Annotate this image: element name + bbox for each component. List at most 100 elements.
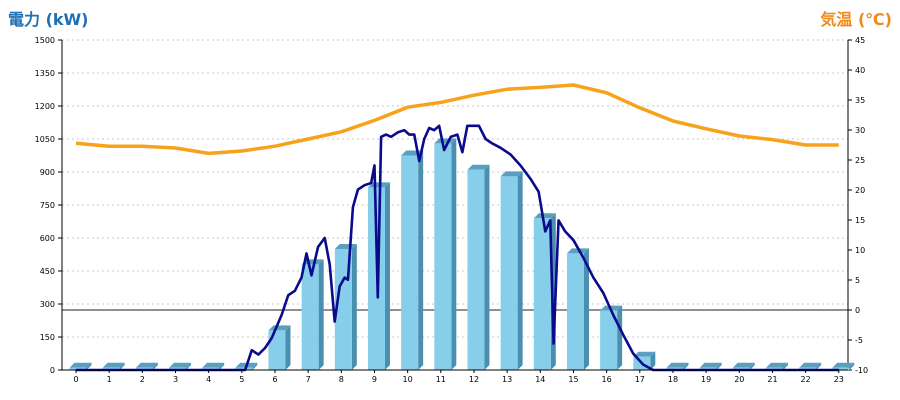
x-tick-label: 22: [801, 375, 811, 384]
left-tick-label: 900: [40, 168, 55, 177]
left-tick-label: 600: [40, 234, 55, 243]
right-tick-label: 10: [855, 246, 865, 255]
bar-side: [749, 362, 755, 370]
bar-side: [451, 138, 457, 370]
bar-top: [699, 362, 722, 368]
bar-side: [683, 362, 689, 370]
bar-top: [732, 362, 755, 368]
right-tick-label: 25: [855, 156, 865, 165]
right-tick-label: 30: [855, 126, 865, 135]
bar-top: [500, 171, 523, 177]
x-tick-label: 20: [734, 375, 744, 384]
left-tick-label: 1050: [35, 135, 55, 144]
bar: [301, 264, 319, 370]
bar-top: [202, 362, 225, 368]
x-tick-label: 11: [436, 375, 446, 384]
bar-top: [467, 164, 490, 170]
bar-top: [832, 362, 855, 368]
bar-top: [268, 325, 291, 331]
x-tick-label: 12: [469, 375, 479, 384]
bar-side: [119, 362, 125, 370]
bar: [401, 155, 419, 370]
x-tick-label: 10: [403, 375, 413, 384]
x-tick-label: 19: [701, 375, 711, 384]
bar: [500, 176, 518, 370]
x-tick-label: 3: [173, 375, 178, 384]
right-axis-title: 気温 (℃): [820, 10, 892, 29]
x-tick-label: 15: [568, 375, 578, 384]
bar-side: [418, 150, 424, 370]
bar-side: [716, 362, 722, 370]
x-tick-label: 2: [140, 375, 145, 384]
left-tick-label: 1500: [35, 36, 55, 45]
bar-side: [484, 164, 490, 370]
left-tick-label: 450: [40, 267, 55, 276]
bar: [434, 143, 452, 370]
right-tick-label: 15: [855, 216, 865, 225]
bar-side: [650, 351, 656, 370]
x-tick-label: 16: [602, 375, 612, 384]
left-tick-label: 150: [40, 333, 55, 342]
left-tick-label: 300: [40, 300, 55, 309]
bar: [566, 253, 584, 370]
x-tick-label: 0: [73, 375, 78, 384]
x-tick-label: 18: [668, 375, 678, 384]
right-tick-label: -5: [855, 336, 863, 345]
x-tick-label: 1: [107, 375, 112, 384]
bar: [268, 330, 286, 370]
left-tick-label: 0: [50, 366, 55, 375]
bar-top: [69, 362, 92, 368]
bar-side: [185, 362, 191, 370]
bar-side: [219, 362, 225, 370]
bar: [832, 367, 850, 370]
bar-top: [799, 362, 822, 368]
bar-side: [86, 362, 92, 370]
bar: [467, 169, 485, 370]
x-tick-label: 9: [372, 375, 377, 384]
right-tick-label: 40: [855, 66, 865, 75]
bar-side: [583, 248, 589, 370]
bar-side: [816, 362, 822, 370]
bar-top: [765, 362, 788, 368]
bar: [600, 310, 618, 370]
bar-side: [252, 362, 258, 370]
x-tick-label: 14: [535, 375, 545, 384]
x-tick-label: 17: [635, 375, 645, 384]
bar-side: [285, 325, 291, 370]
left-tick-label: 1200: [35, 102, 55, 111]
x-tick-label: 6: [272, 375, 277, 384]
bar-top: [666, 362, 689, 368]
bar-side: [617, 305, 623, 370]
x-tick-label: 4: [206, 375, 211, 384]
left-tick-label: 750: [40, 201, 55, 210]
bar-top: [566, 248, 589, 254]
bar-side: [849, 362, 855, 370]
left-tick-label: 1350: [35, 69, 55, 78]
bar-top: [434, 138, 457, 144]
x-tick-label: 23: [834, 375, 844, 384]
right-tick-label: 20: [855, 186, 865, 195]
x-tick-label: 13: [502, 375, 512, 384]
bar-side: [517, 171, 523, 370]
x-tick-label: 7: [306, 375, 311, 384]
temperature-line: [75, 83, 839, 156]
right-tick-label: -10: [855, 366, 868, 375]
bar-top: [168, 362, 191, 368]
bar-top: [633, 351, 656, 357]
x-tick-label: 8: [339, 375, 344, 384]
right-tick-label: 45: [855, 36, 865, 45]
x-tick-label: 5: [239, 375, 244, 384]
right-tick-label: 0: [855, 306, 860, 315]
right-tick-label: 5: [855, 276, 860, 285]
left-axis-title: 電力 (kW): [8, 10, 89, 29]
bar-top: [533, 213, 556, 219]
bar-side: [384, 182, 390, 370]
bar-top: [102, 362, 125, 368]
right-tick-label: 35: [855, 96, 865, 105]
bar-top: [135, 362, 158, 368]
power-line: [76, 124, 839, 372]
bar-side: [782, 362, 788, 370]
bar-side: [152, 362, 158, 370]
